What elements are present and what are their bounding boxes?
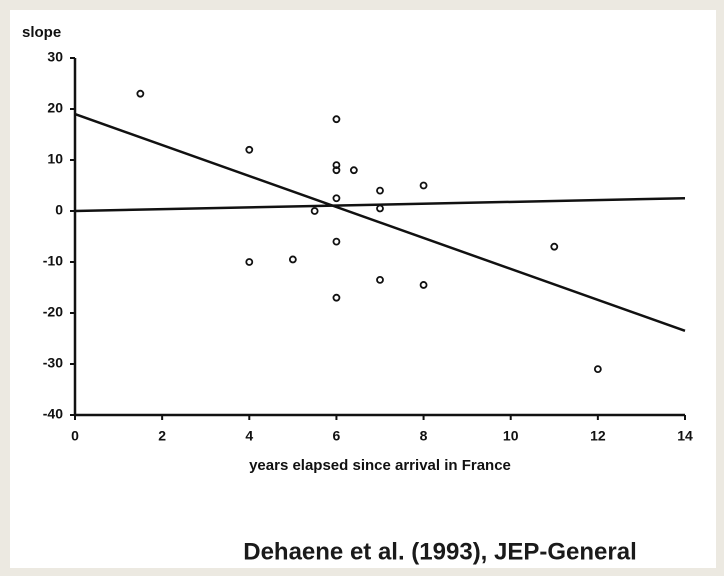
- x-tick-label: 8: [420, 428, 428, 444]
- y-tick-label: -40: [43, 406, 63, 422]
- y-tick-label: 20: [47, 100, 63, 116]
- point: [245, 145, 254, 154]
- point: [288, 255, 297, 264]
- citation: Dehaene et al. (1993), JEP-General: [243, 538, 637, 565]
- x-tick-label: 6: [333, 428, 341, 444]
- point: [376, 204, 384, 213]
- x-tick-label: 4: [245, 428, 253, 444]
- point: [332, 161, 341, 170]
- point: [332, 237, 341, 246]
- point: [349, 166, 358, 175]
- y-tick-label: 10: [47, 151, 63, 167]
- x-tick-label: 12: [590, 428, 606, 444]
- point: [593, 365, 602, 374]
- point: [550, 242, 559, 251]
- panel: [10, 10, 716, 568]
- point: [136, 89, 145, 98]
- point: [310, 207, 319, 215]
- point: [376, 275, 384, 284]
- point: [419, 181, 428, 190]
- point: [332, 194, 341, 203]
- point: [419, 281, 428, 289]
- point: [332, 115, 341, 124]
- y-tick-label: -10: [43, 253, 63, 269]
- point: [332, 293, 341, 302]
- point: [245, 258, 254, 266]
- point: [332, 166, 341, 175]
- x-tick-label: 10: [503, 428, 519, 444]
- y-tick-label: 30: [47, 49, 63, 65]
- y-tick-label: -20: [43, 304, 63, 320]
- x-axis-label: years elapsed since arrival in France: [249, 457, 511, 474]
- point: [376, 186, 384, 195]
- y-tick-label: -30: [43, 355, 63, 371]
- y-axis-label: slope: [22, 24, 61, 41]
- x-tick-label: 0: [71, 428, 79, 444]
- y-tick-label: 0: [55, 202, 63, 218]
- fit-line: [74, 112, 686, 333]
- x-tick-label: 14: [677, 428, 693, 444]
- x-tick-label: 2: [158, 428, 166, 444]
